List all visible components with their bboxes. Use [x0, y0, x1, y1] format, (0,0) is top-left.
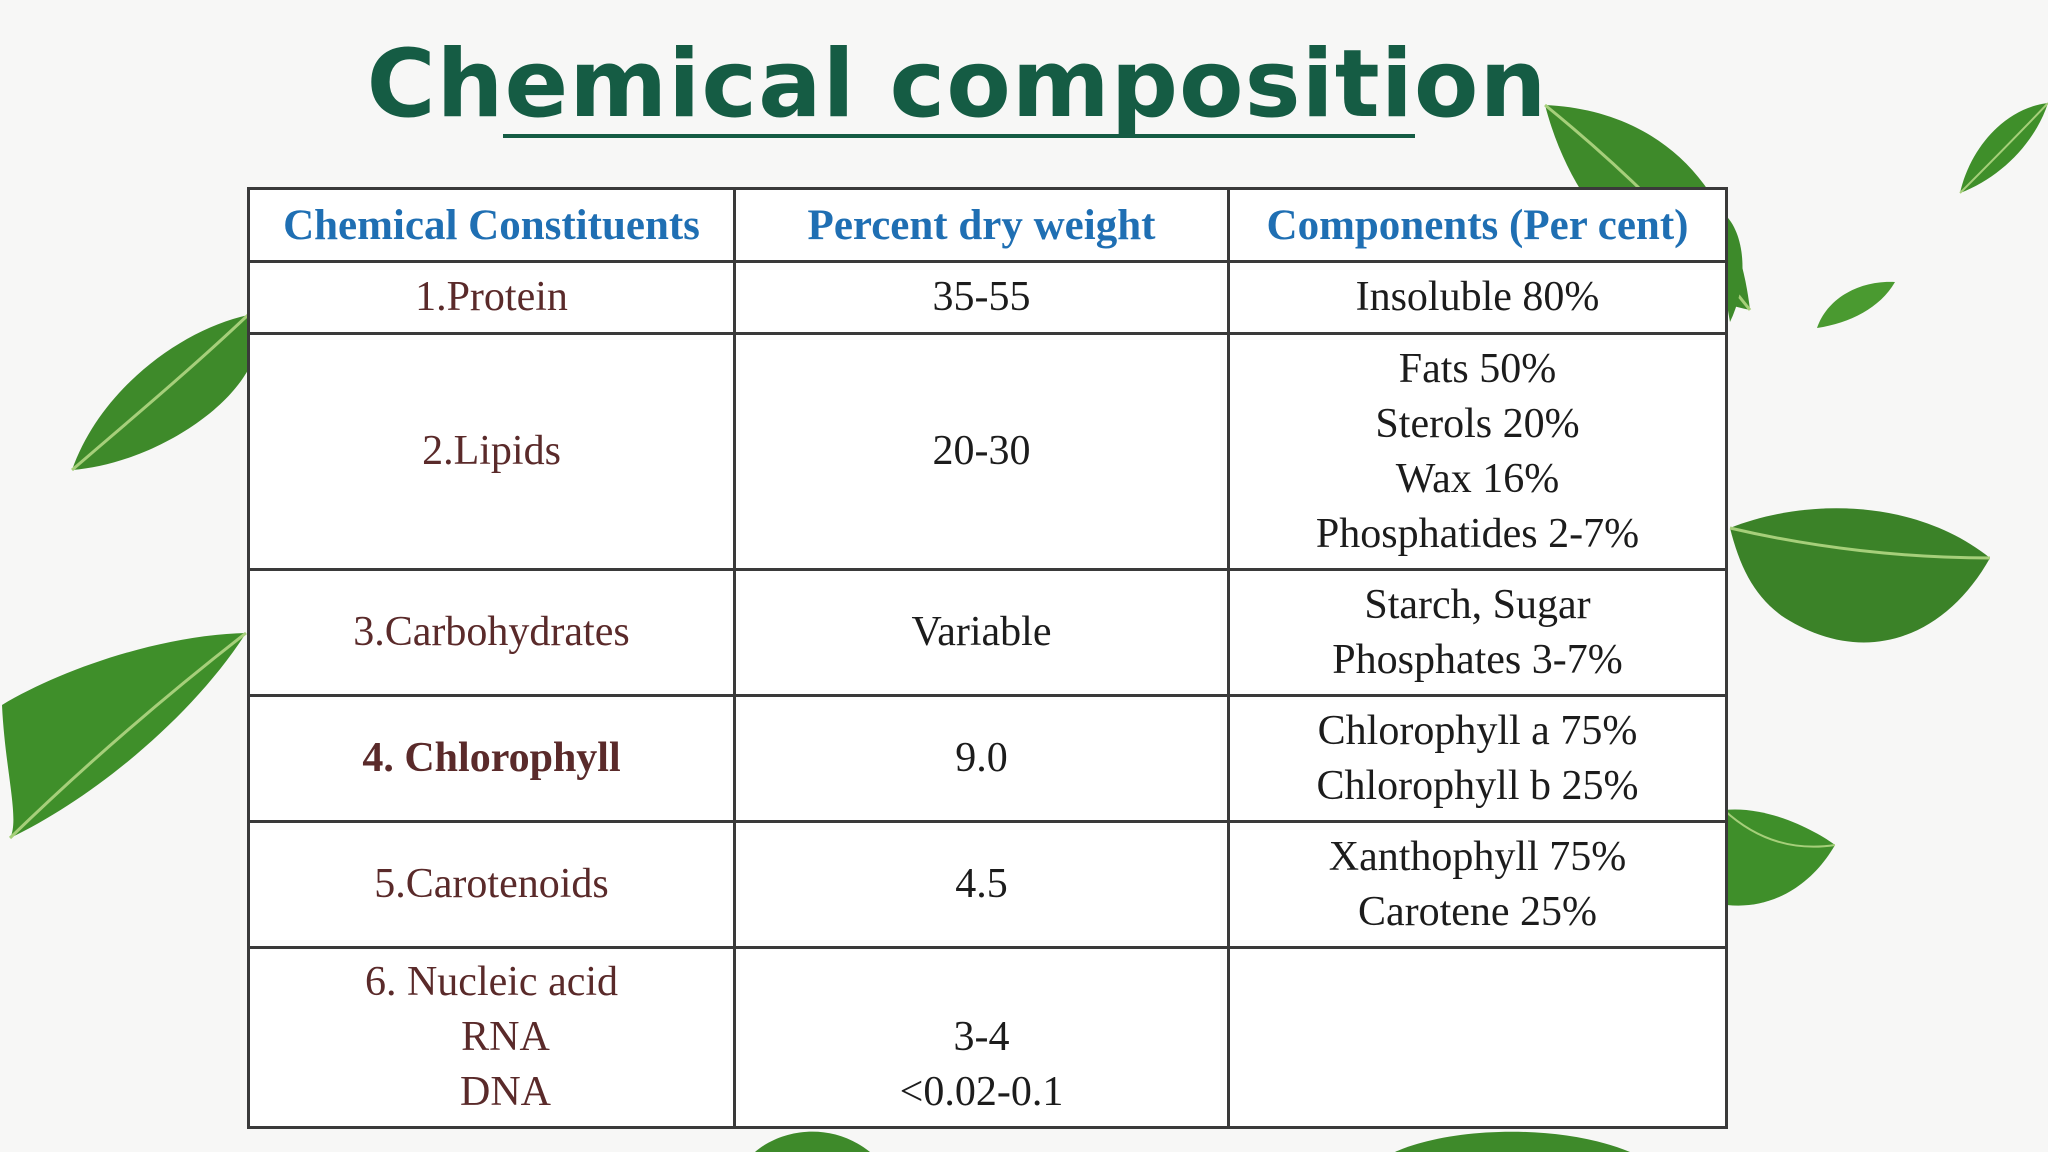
constituent-cell: 5.Carotenoids: [247, 820, 736, 949]
constituent-cell: 4. Chlorophyll: [247, 694, 736, 823]
composition-table: Chemical Constituents Percent dry weight…: [247, 187, 1728, 1129]
header-components: Components (Per cent): [1227, 187, 1728, 263]
leaf-icon: [1729, 508, 1991, 643]
component-text: Phosphatides 2-7%: [1315, 510, 1640, 557]
constituent-text: DNA: [460, 1069, 551, 1115]
components-cell: Starch, Sugar Phosphates 3-7%: [1227, 568, 1728, 697]
title-underline: [503, 134, 1415, 138]
header-constituents: Chemical Constituents: [247, 187, 736, 263]
leaf-icon: [1817, 281, 1895, 328]
component-text: Carotene 25%: [1357, 888, 1598, 935]
constituent-text: 2.Lipids: [422, 428, 561, 474]
constituent-cell: 2.Lipids: [247, 332, 736, 571]
components-cell: Fats 50% Sterols 20% Wax 16% Phosphatide…: [1227, 332, 1728, 571]
leaf-icon: [1395, 1131, 1630, 1152]
percent-text: 9.0: [955, 735, 1008, 781]
percent-text: 3-4: [953, 1014, 1010, 1060]
component-text: Wax 16%: [1395, 455, 1560, 502]
component-text: Xanthophyll 75%: [1328, 833, 1627, 880]
component-text: Chlorophyll a 75%: [1317, 707, 1638, 754]
percent-cell: Variable: [733, 568, 1230, 697]
constituent-cell: 1.Protein: [247, 260, 736, 335]
constituent-text: 6. Nucleic acid: [364, 959, 619, 1005]
components-cell: Xanthophyll 75% Carotene 25%: [1227, 820, 1728, 949]
constituent-text: 1.Protein: [415, 274, 568, 320]
constituent-text: 4. Chlorophyll: [362, 735, 621, 781]
leaf-icon: [755, 1131, 870, 1152]
leaf-icon: [1722, 809, 1836, 906]
components-cell: Insoluble 80%: [1227, 260, 1728, 335]
constituent-text: 3.Carbohydrates: [353, 609, 630, 655]
table-row: 4. Chlorophyll 9.0 Chlorophyll a 75% Chl…: [247, 694, 1728, 823]
table-row: 5.Carotenoids 4.5 Xanthophyll 75% Carote…: [247, 820, 1728, 949]
constituent-cell: 6. Nucleic acid RNA DNA: [247, 946, 736, 1129]
components-cell: Chlorophyll a 75% Chlorophyll b 25%: [1227, 694, 1728, 823]
percent-cell: 9.0: [733, 694, 1230, 823]
components-cell: [1227, 946, 1728, 1129]
percent-text: Variable: [911, 609, 1052, 655]
table-row: 1.Protein 35-55 Insoluble 80%: [247, 260, 1728, 335]
constituent-text: RNA: [461, 1014, 550, 1060]
header-percent: Percent dry weight: [733, 187, 1230, 263]
component-text: Sterols 20%: [1375, 400, 1580, 447]
component-text: Chlorophyll b 25%: [1316, 762, 1639, 809]
percent-text: 20-30: [932, 428, 1031, 474]
percent-cell: 20-30: [733, 332, 1230, 571]
component-text: Starch, Sugar: [1364, 581, 1591, 628]
percent-text: 4.5: [955, 861, 1008, 907]
percent-text: <0.02-0.1: [899, 1069, 1064, 1115]
constituent-text: 5.Carotenoids: [374, 861, 609, 907]
page-title: Chemical composition: [366, 30, 1548, 139]
leaf-icon: [71, 313, 250, 472]
constituent-cell: 3.Carbohydrates: [247, 568, 736, 697]
component-text: Insoluble 80%: [1355, 274, 1600, 320]
table-row: 2.Lipids 20-30 Fats 50% Sterols 20% Wax …: [247, 332, 1728, 571]
percent-cell: 35-55: [733, 260, 1230, 335]
table-row: 3.Carbohydrates Variable Starch, Sugar P…: [247, 568, 1728, 697]
leaf-icon: [1959, 102, 2048, 194]
table-row: 6. Nucleic acid RNA DNA 3-4 <0.02-0.1: [247, 946, 1728, 1129]
component-text: Fats 50%: [1398, 345, 1557, 392]
table-header-row: Chemical Constituents Percent dry weight…: [247, 187, 1728, 263]
leaf-icon: [2, 631, 247, 840]
component-text: Phosphates 3-7%: [1332, 636, 1623, 683]
percent-cell: 4.5: [733, 820, 1230, 949]
percent-text: 35-55: [932, 274, 1031, 320]
percent-cell: 3-4 <0.02-0.1: [733, 946, 1230, 1129]
percent-spacer: [736, 955, 1227, 1010]
